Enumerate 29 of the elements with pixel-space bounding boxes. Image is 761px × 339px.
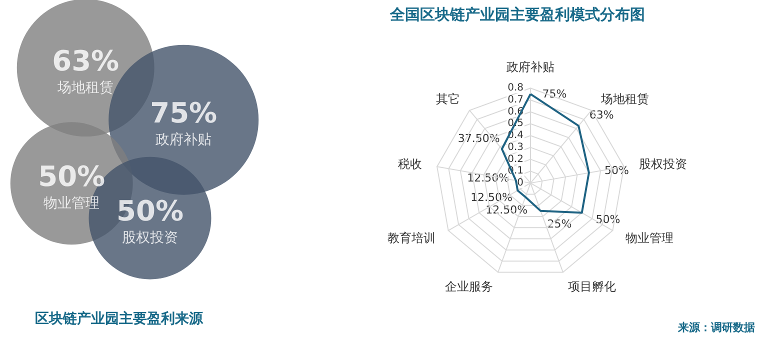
data-label: 75% <box>542 88 567 101</box>
spoke-label: 其它 <box>436 92 460 106</box>
category-label: 场地租赁 <box>56 80 114 96</box>
chart-title: 全国区块链产业园主要盈利模式分布图 <box>389 6 645 24</box>
spoke-label: 教育培训 <box>387 231 436 246</box>
category-label: 股权投资 <box>122 230 178 246</box>
data-label: 63% <box>52 44 120 78</box>
spoke-label: 项目孵化 <box>568 279 616 294</box>
spoke-label: 物业管理 <box>626 231 674 246</box>
category-label: 物业管理 <box>44 195 100 212</box>
text: 区块链产业园主要盈利来源 <box>35 310 204 327</box>
y-tick-label: 0.2 <box>508 154 524 165</box>
spoke-label: 政府补贴 <box>506 60 554 74</box>
source-note: 来源：调研数据 <box>677 321 755 334</box>
spoke-label: 税收 <box>398 156 422 171</box>
spoke-label: 企业服务 <box>444 279 493 294</box>
y-tick-label: 0.3 <box>508 142 524 153</box>
category-label: 政府补贴 <box>156 132 212 148</box>
data-label: 75% <box>150 96 218 130</box>
y-tick-label: 0.8 <box>508 82 524 94</box>
data-label: 37.50% <box>458 132 500 145</box>
data-label: 12.50% <box>470 190 513 204</box>
data-label: 50% <box>116 194 184 228</box>
data-label: 50% <box>38 160 106 193</box>
data-label: 63% <box>589 108 614 122</box>
spoke-label: 股权投资 <box>638 156 687 171</box>
data-label: 50% <box>596 213 620 226</box>
spoke-label: 场地租赁 <box>600 92 650 106</box>
y-tick-label: 0.7 <box>508 94 524 106</box>
